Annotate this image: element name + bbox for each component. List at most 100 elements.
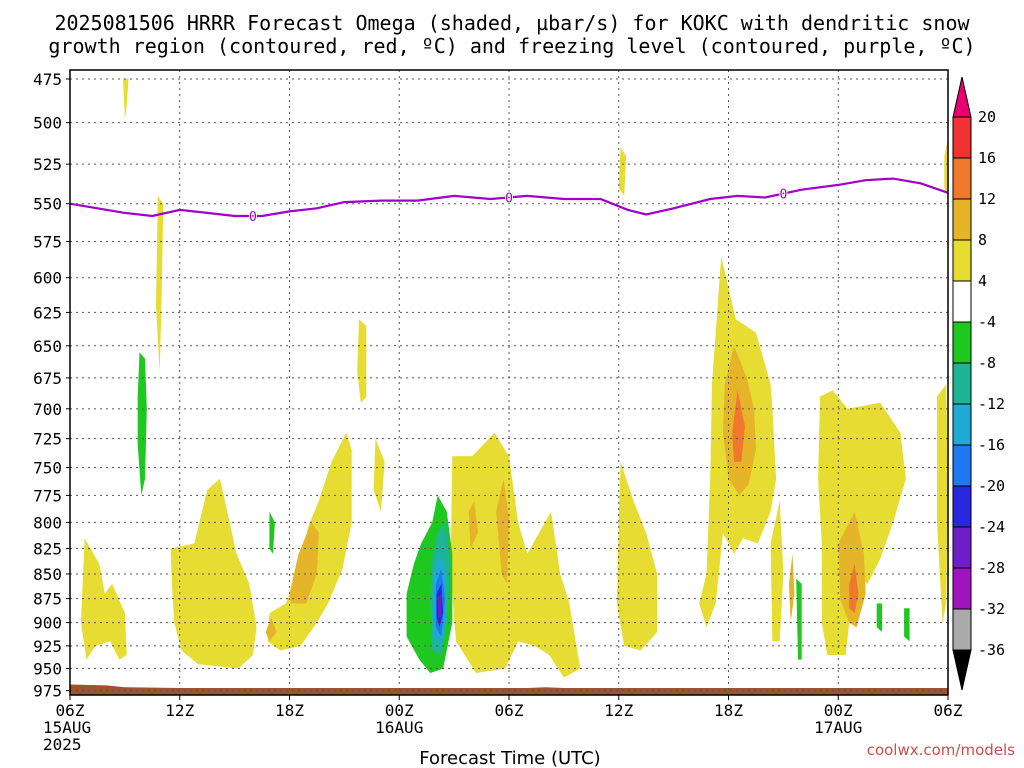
- omega-shading: [81, 79, 948, 678]
- omega-region-0: [123, 79, 129, 120]
- x-tick-label: 2025: [43, 735, 82, 754]
- freezing-label-bg: [248, 209, 257, 222]
- freezing-level-contour: 0 0 0: [69, 177, 949, 225]
- colorbar-label: -32: [978, 600, 1005, 618]
- freezing-level-label: 0: [505, 191, 513, 206]
- colorbar-segment: [952, 608, 972, 651]
- y-tick-label: 975: [33, 682, 62, 701]
- omega-region-25: [269, 511, 275, 554]
- colorbar-label: -8: [978, 354, 996, 372]
- omega-region-8: [618, 147, 627, 196]
- colorbar-label: -12: [978, 395, 1005, 413]
- x-tick-label: 06Z: [56, 701, 85, 720]
- colorbar-label: 4: [978, 272, 987, 290]
- grid-lines: [70, 70, 948, 695]
- colorbar-segment: [952, 567, 972, 610]
- credit-link[interactable]: coolwx.com/models: [867, 741, 1015, 759]
- colorbar-label: -36: [978, 641, 1005, 659]
- omega-region-7: [450, 432, 581, 678]
- y-tick-label: 900: [33, 614, 62, 633]
- colorbar: 20 16 12 8 4 -4 -8 -12 -16 -20 -24 -28 -32 -36: [952, 76, 1005, 691]
- freezing-level-label: 0: [249, 210, 257, 225]
- colorbar-segment: [952, 198, 972, 241]
- colorbar-label: -24: [978, 518, 1005, 536]
- colorbar-label: 20: [978, 108, 996, 126]
- x-tick-label: 12Z: [604, 701, 633, 720]
- omega-region-1: [81, 538, 127, 660]
- omega-region-2: [156, 195, 164, 372]
- y-tick-label: 475: [33, 70, 62, 89]
- pressure-axis: 475 500 525 550 575 600 625 650 675 700 725 750 775 8…: [33, 70, 70, 701]
- y-tick-label: 775: [33, 486, 62, 505]
- colorbar-label: 16: [978, 149, 996, 167]
- y-tick-label: 800: [33, 513, 62, 532]
- y-tick-label: 625: [33, 303, 62, 322]
- y-tick-label: 650: [33, 337, 62, 356]
- colorbar-segment: [952, 362, 972, 405]
- colorbar-label: -16: [978, 436, 1005, 454]
- colorbar-segment: [952, 239, 972, 282]
- x-tick-label: 06Z: [495, 701, 524, 720]
- omega-region-6: [373, 438, 385, 512]
- x-tick-label: 17AUG: [814, 718, 862, 737]
- colorbar-segment: [952, 485, 972, 528]
- colorbar-label: 8: [978, 231, 987, 249]
- chart-title-line-1: 2025081506 HRRR Forecast Omega (shaded, …: [54, 11, 970, 35]
- omega-region-28: [876, 603, 883, 632]
- colorbar-label: -28: [978, 559, 1005, 577]
- omega-region-15: [289, 522, 319, 604]
- y-tick-label: 575: [33, 233, 62, 252]
- colorbar-cap-top: [952, 76, 972, 118]
- y-tick-label: 825: [33, 540, 62, 559]
- x-tick-label: 15AUG: [43, 718, 91, 737]
- y-tick-label: 675: [33, 369, 62, 388]
- colorbar-segment: [952, 403, 972, 446]
- x-axis-label: Forecast Time (UTC): [419, 748, 600, 768]
- chart-title-line-2: growth region (contoured, red, ºC) and f…: [48, 34, 975, 58]
- x-tick-label: 18Z: [714, 701, 743, 720]
- colorbar-cap-bottom: [952, 649, 972, 691]
- omega-region-27: [796, 578, 802, 660]
- y-tick-label: 850: [33, 565, 62, 584]
- omega-region-16: [265, 617, 277, 642]
- omega-region-14: [944, 139, 948, 196]
- y-tick-label: 500: [33, 114, 62, 133]
- colorbar-segment: [952, 526, 972, 569]
- colorbar-segment: [952, 157, 972, 200]
- colorbar-segment: [952, 116, 972, 159]
- x-tick-label: 12Z: [165, 701, 194, 720]
- x-tick-label: 00Z: [824, 701, 853, 720]
- omega-region-17: [468, 500, 478, 549]
- omega-region-13: [937, 384, 948, 623]
- colorbar-label: -20: [978, 477, 1005, 495]
- omega-region-3: [170, 478, 257, 669]
- colorbar-segment: [952, 280, 972, 323]
- omega-region-18: [496, 478, 509, 584]
- omega-region-24: [137, 352, 147, 496]
- colorbar-segment: [952, 321, 972, 364]
- omega-region-21: [788, 553, 795, 623]
- y-tick-label: 525: [33, 155, 62, 174]
- colorbar-label: -4: [978, 313, 996, 331]
- freezing-level-label: 0: [779, 188, 787, 203]
- omega-region-5: [357, 319, 367, 403]
- omega-region-9: [616, 461, 658, 651]
- colorbar-segment: [952, 444, 972, 487]
- omega-region-22: [732, 390, 745, 462]
- colorbar-label: 12: [978, 190, 996, 208]
- y-tick-label: 750: [33, 458, 62, 477]
- x-tick-label: 00Z: [385, 701, 414, 720]
- freezing-label-bg: [779, 187, 788, 200]
- x-tick-label: 06Z: [934, 701, 963, 720]
- y-tick-label: 600: [33, 269, 62, 288]
- y-tick-label: 700: [33, 400, 62, 419]
- x-tick-label: 18Z: [275, 701, 304, 720]
- x-tick-label: 16AUG: [375, 718, 423, 737]
- y-tick-label: 950: [33, 660, 62, 679]
- freezing-label-bg: [505, 191, 513, 204]
- y-tick-label: 725: [33, 430, 62, 449]
- omega-region-23: [849, 563, 859, 614]
- omega-region-34: [437, 593, 442, 618]
